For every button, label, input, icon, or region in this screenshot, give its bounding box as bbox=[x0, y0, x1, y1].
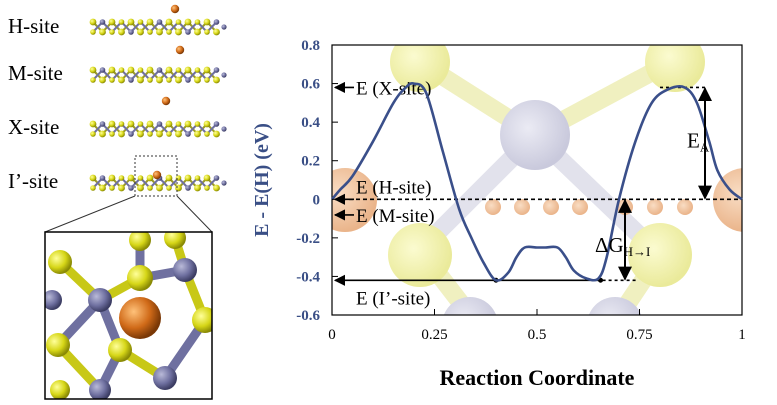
delta-g-symbol: ΔG bbox=[595, 233, 624, 257]
delta-g-annotation: ΔGH→I bbox=[595, 198, 650, 281]
zoom-inset bbox=[44, 231, 213, 400]
hydrogen-atom bbox=[152, 170, 162, 180]
x-tick-label: 0.75 bbox=[626, 327, 652, 343]
x-tick-label: 0.25 bbox=[421, 327, 447, 343]
activation-energy-label: EA bbox=[687, 128, 710, 154]
y-tick-label: 0.2 bbox=[301, 154, 320, 170]
x-tick-label: 1 bbox=[738, 327, 746, 343]
delta-g-subscript: H→I bbox=[624, 244, 651, 259]
y-tick-label: 0.4 bbox=[301, 115, 320, 131]
activation-energy-subscript: A bbox=[700, 139, 710, 154]
delta-g-label: ΔGH→I bbox=[595, 233, 650, 259]
y-tick-label: 0.6 bbox=[301, 77, 320, 93]
y-axis-title: E - E(H) (eV) bbox=[251, 123, 273, 237]
background-structure-image bbox=[332, 45, 742, 315]
m-site-level-label: E (M-site) bbox=[356, 206, 435, 227]
x-tick-label: 0.5 bbox=[528, 327, 547, 343]
hydrogen-atom bbox=[161, 96, 171, 106]
activation-energy-symbol: E bbox=[687, 128, 700, 152]
energy-curve-line bbox=[331, 82, 743, 282]
h-site-level-label: E (H-site) bbox=[356, 177, 431, 198]
x-axis-ticks: 0 0.25 0.5 0.75 1 bbox=[328, 309, 746, 343]
site-label-i: I’-site bbox=[8, 169, 58, 193]
hydrogen-atom bbox=[170, 4, 180, 14]
zoom-line-right bbox=[176, 195, 213, 233]
zoom-selection-box bbox=[134, 155, 178, 197]
y-tick-label: 0.8 bbox=[301, 38, 320, 54]
site-label-x: X-site bbox=[8, 115, 59, 139]
x-site-level-label: E (X-site) bbox=[356, 78, 431, 99]
hydrogen-atom bbox=[175, 45, 185, 55]
chain-2 bbox=[89, 45, 227, 84]
chain-3 bbox=[89, 96, 227, 138]
site-label-h: H-site bbox=[8, 14, 59, 38]
x-axis-title: Reaction Coordinate bbox=[440, 365, 635, 390]
reference-levels: E (X-site) E (H-site) E (M-site) E (I’-site… bbox=[333, 78, 739, 309]
y-tick-label: -0.4 bbox=[296, 269, 320, 285]
y-axis-ticks: 0.8 0.6 0.4 0.2 0 -0.2 -0.4 -0.6 bbox=[296, 38, 338, 324]
chain-1 bbox=[89, 4, 227, 36]
site-panel: H-site M-site X-site I’-site bbox=[8, 4, 227, 400]
zoom-line-left bbox=[44, 195, 136, 233]
y-tick-label: -0.6 bbox=[296, 308, 320, 324]
activation-energy-annotation: EA bbox=[687, 87, 712, 200]
i-site-level-label: E (I’-site) bbox=[356, 288, 430, 309]
energy-profile-chart: E (X-site) E (H-site) E (M-site) E (I’-site… bbox=[251, 38, 746, 390]
chain-4 bbox=[89, 170, 227, 192]
mos2-chain-structures bbox=[89, 4, 227, 192]
x-tick-label: 0 bbox=[328, 327, 336, 343]
site-label-m: M-site bbox=[8, 61, 63, 85]
y-tick-label: 0 bbox=[313, 192, 321, 208]
y-tick-label: -0.2 bbox=[296, 231, 320, 247]
